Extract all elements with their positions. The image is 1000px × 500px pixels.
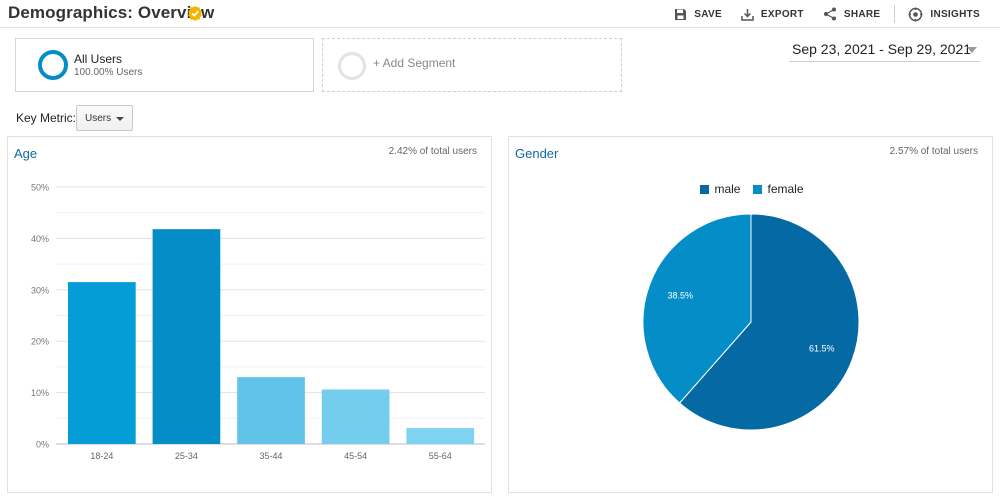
gender-share-note: 2.57% of total users (889, 146, 978, 157)
pie-value-label: 61.5% (809, 344, 835, 354)
age-panel: Age 2.42% of total users 0% 10% 20% 30% 40% 5… (7, 136, 492, 493)
x-tick-label: 18-24 (90, 451, 113, 461)
insights-button[interactable]: INSIGHTS (908, 7, 980, 22)
x-tick-label: 35-44 (260, 451, 283, 461)
y-tick-label: 40% (31, 234, 49, 244)
export-icon (741, 8, 754, 21)
legend-swatch-male (700, 184, 710, 194)
verified-badge-icon (188, 6, 202, 21)
top-bar: Demographics: Overview SAVE EXPORT SHARE… (0, 0, 1000, 28)
insights-icon (908, 7, 923, 21)
legend-item-male[interactable]: male (700, 182, 740, 196)
y-tick-label: 0% (36, 440, 49, 450)
y-tick-label: 20% (31, 337, 49, 347)
y-tick-label: 10% (31, 388, 49, 398)
x-tick-label: 25-34 (175, 451, 198, 461)
date-range-text: Sep 23, 2021 - Sep 29, 2021 (792, 41, 972, 57)
save-label: SAVE (694, 8, 722, 20)
bar-35-44[interactable] (237, 377, 305, 444)
key-metric-select[interactable]: Users (76, 105, 133, 131)
y-tick-label: 30% (31, 285, 49, 295)
age-chart-title: Age (14, 146, 38, 161)
segment-percentage: 100.00% Users (74, 67, 143, 78)
save-icon (675, 8, 687, 20)
gender-panel: Gender 2.57% of total users male female … (508, 136, 993, 493)
add-segment-label: + Add Segment (373, 56, 456, 70)
export-button[interactable]: EXPORT (741, 8, 804, 21)
dropdown-caret-icon (116, 117, 124, 121)
save-button[interactable]: SAVE (674, 8, 722, 21)
key-metric-value: Users (85, 113, 112, 124)
pie-slice-male[interactable] (678, 213, 860, 431)
gender-legend: male female (509, 182, 994, 196)
legend-label-male: male (714, 182, 741, 196)
bar-55-64[interactable] (406, 428, 475, 444)
pie-value-label: 38.5% (668, 290, 694, 300)
legend-swatch-female (753, 184, 763, 194)
age-bar-chart: 0% 10% 20% 30% 40% 50% 18-24 25-34 35-44 45-54 55-… (31, 183, 485, 461)
chevron-down-icon (967, 47, 977, 53)
share-button[interactable]: SHARE (823, 7, 881, 21)
share-label: SHARE (843, 8, 881, 20)
add-segment-button[interactable]: + Add Segment (322, 38, 622, 92)
gender-chart-title: Gender (515, 146, 559, 161)
x-tick-label: 45-54 (344, 451, 367, 461)
bar-25-34[interactable] (152, 229, 221, 444)
bar-18-24[interactable] (68, 282, 136, 444)
export-label: EXPORT (760, 8, 804, 20)
toolbar-divider (894, 5, 896, 23)
page-title: Demographics: Overview (8, 3, 215, 22)
legend-item-female[interactable]: female (753, 182, 804, 196)
segment-name: All Users (74, 52, 123, 66)
insights-label: INSIGHTS (930, 8, 980, 20)
age-share-note: 2.42% of total users (388, 146, 477, 157)
pie-slice-female[interactable] (642, 213, 752, 404)
date-range-picker[interactable]: Sep 23, 2021 - Sep 29, 2021 (789, 40, 980, 62)
legend-label-female: female (767, 182, 804, 196)
bar-45-54[interactable] (321, 389, 390, 444)
report-actions: SAVE EXPORT SHARE INSIGHTS (655, 0, 980, 28)
segment-all-users[interactable]: All Users 100.00% Users (15, 38, 314, 92)
x-tick-label: 55-64 (429, 451, 452, 461)
empty-segment-ring-icon (338, 52, 366, 80)
gender-pie-chart: 61.5% 38.5% (642, 213, 860, 431)
segment-ring-icon (38, 50, 68, 80)
share-icon (823, 7, 836, 21)
y-tick-label: 50% (31, 183, 49, 193)
key-metric-label: Key Metric: (16, 111, 77, 125)
